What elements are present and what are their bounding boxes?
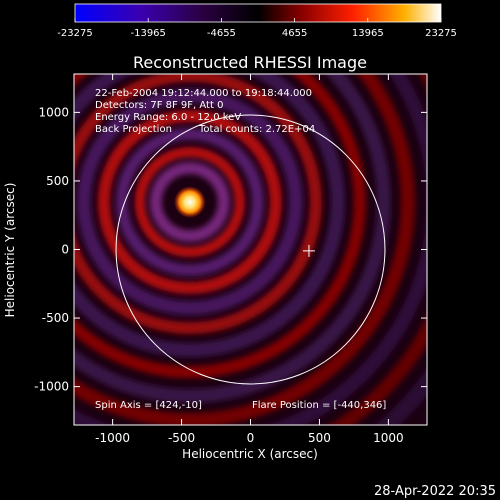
x-axis: -1000 -500 0 500 1000 [95,74,404,445]
colorbar [74,3,442,23]
disk-center-marker [302,244,315,257]
colorbar-tick-label: 4655 [282,28,307,39]
y-tick-label: -500 [42,311,69,325]
flare-source [173,186,206,219]
colorbar-tick-label: -23275 [57,28,92,39]
x-tick-label: 500 [308,431,331,445]
x-tick-label: 0 [247,431,255,445]
y-tick-label: 1000 [38,105,69,119]
x-tick-label: -500 [168,431,195,445]
annotation-time: 22-Feb-2004 19:12:44.000 to 19:18:44.000 [95,88,312,99]
x-tick-label: 1000 [373,431,404,445]
y-axis: -1000 -500 0 500 1000 [34,105,427,394]
colorbar-tick-label: -13965 [130,28,165,39]
x-axis-label: Heliocentric X (arcsec) [182,447,318,461]
chart-title: Reconstructed RHESSI Image [133,53,367,72]
annotation-energy: Energy Range: 6.0 - 12.0 keV [95,112,241,123]
colorbar-tick-label: 13965 [352,28,384,39]
solar-limb [115,114,386,385]
y-tick-label: -1000 [34,380,69,394]
y-axis-label: Heliocentric Y (arcsec) [3,183,17,318]
annotation-counts: Total counts: 2.72E+04 [198,124,315,135]
annotation-flare-position: Flare Position = [-440,346] [252,400,386,411]
y-tick-label: 500 [46,174,69,188]
annotations: 22-Feb-2004 19:12:44.000 to 19:18:44.000… [95,88,386,411]
timestamp: 28-Apr-2022 20:35 [374,484,496,499]
colorbar-tick-label: -4655 [207,28,236,39]
x-tick-label: -1000 [95,431,130,445]
annotation-method: Back Projection [95,124,172,135]
y-tick-label: 0 [61,243,69,257]
colorbar-tick-label: 23275 [425,28,457,39]
annotation-spin-axis: Spin Axis = [424,-10] [95,400,202,411]
annotation-detectors: Detectors: 7F 8F 9F, Att 0 [95,100,223,111]
colorbar-ticks: -23275 -13965 -4655 4655 13965 23275 [57,18,457,39]
heatmap-image [74,74,427,425]
